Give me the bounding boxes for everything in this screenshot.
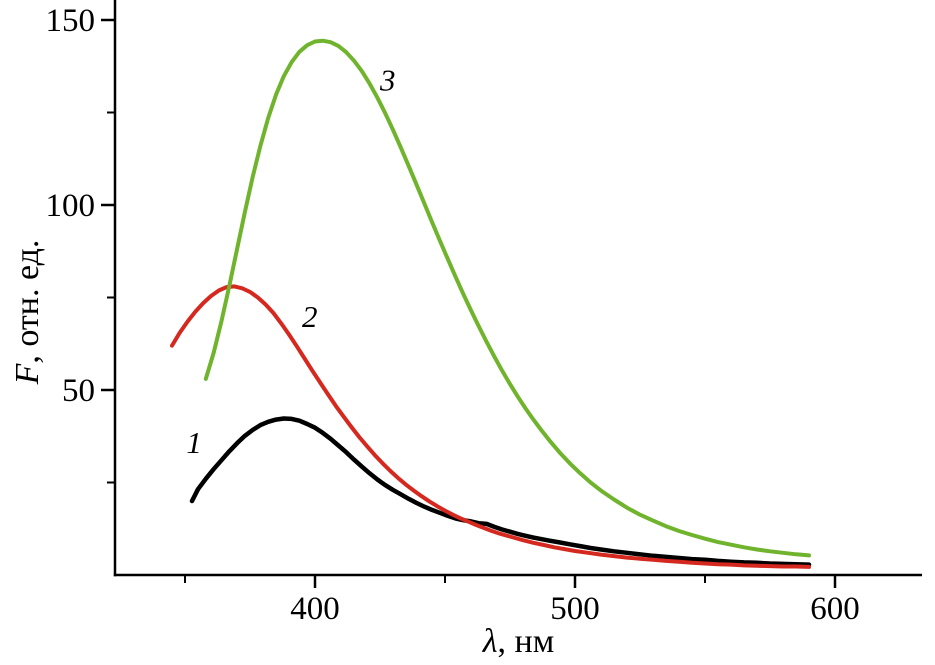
curve-2: [170, 284, 811, 569]
ticks-group: 400 500 600 50 100 150: [46, 3, 860, 627]
y-tick-label: 50: [62, 373, 95, 409]
curve-1: [189, 416, 812, 567]
y-axis-title: F, отн. ед.: [9, 240, 46, 386]
curve-3: [203, 38, 811, 558]
curve-label-1: 1: [186, 425, 202, 460]
series-group: [170, 38, 812, 569]
x-axis-title: λ, нм: [482, 623, 554, 660]
x-tick-label: 400: [290, 591, 340, 627]
curve-label-3: 3: [379, 62, 396, 97]
y-tick-label: 100: [46, 188, 96, 224]
labels-group: 1 2 3 λ, нм F, отн. ед.: [9, 62, 554, 660]
curve-label-2: 2: [302, 299, 318, 334]
y-tick-label: 150: [46, 3, 96, 39]
axes-group: [113, 0, 922, 577]
x-tick-label: 500: [550, 591, 600, 627]
x-tick-label: 600: [810, 591, 860, 627]
